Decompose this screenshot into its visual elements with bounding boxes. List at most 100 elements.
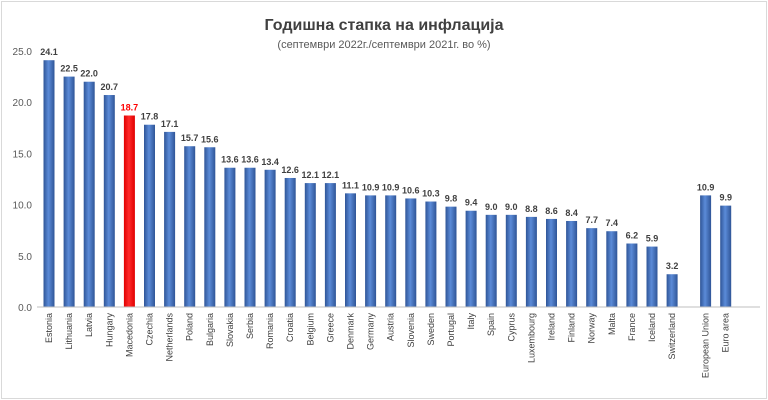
value-label-luxembourg: 8.8 bbox=[525, 204, 538, 214]
bar-sweden bbox=[425, 201, 437, 307]
y-tick-label: 15.0 bbox=[13, 149, 33, 160]
value-label-belgium: 12.1 bbox=[302, 170, 320, 180]
value-label-hungary: 20.7 bbox=[101, 82, 119, 92]
value-label-czechia: 17.8 bbox=[141, 112, 159, 122]
value-label-croatia: 12.6 bbox=[281, 165, 299, 175]
bar-lithuania bbox=[63, 76, 75, 307]
value-label-euro-area: 9.9 bbox=[719, 193, 732, 203]
value-label-portugal: 9.8 bbox=[445, 194, 458, 204]
category-label-malta: Malta bbox=[607, 313, 617, 335]
value-label-germany: 10.9 bbox=[362, 182, 380, 192]
value-label-romania: 13.4 bbox=[261, 157, 279, 167]
category-label-poland: Poland bbox=[185, 313, 195, 341]
bar-estonia bbox=[43, 60, 55, 307]
bar-netherlands bbox=[164, 131, 176, 307]
bar-latvia bbox=[83, 81, 95, 307]
value-label-switzerland: 3.2 bbox=[666, 261, 679, 271]
category-label-sweden: Sweden bbox=[426, 313, 436, 346]
category-label-norway: Norway bbox=[587, 313, 597, 344]
bar-germany bbox=[365, 195, 377, 307]
category-label-latvia: Latvia bbox=[84, 313, 94, 337]
y-axis: 0.0 5.0 10.0 15.0 20.0 25.0 bbox=[13, 47, 33, 314]
bar-euro-area bbox=[720, 205, 732, 307]
category-label-lithuania: Lithuania bbox=[64, 313, 74, 350]
chart-subtitle: (септември 2022г./септември 2021г. во %) bbox=[277, 39, 490, 51]
value-label-macedonia: 18.7 bbox=[121, 103, 139, 113]
bar-finland bbox=[566, 220, 578, 307]
chart-title: Годишна стапка на инфлација bbox=[264, 17, 503, 34]
bar-austria bbox=[385, 195, 397, 307]
value-label-norway: 7.7 bbox=[585, 215, 598, 225]
value-label-greece: 12.1 bbox=[322, 170, 340, 180]
value-label-european-union: 10.9 bbox=[697, 182, 715, 192]
bar-romania bbox=[264, 169, 276, 307]
bar-denmark bbox=[345, 193, 356, 307]
bar-iceland bbox=[646, 246, 658, 307]
y-tick-label: 5.0 bbox=[18, 252, 32, 263]
value-label-serbia: 13.6 bbox=[241, 155, 259, 165]
bar-cyprus bbox=[505, 214, 517, 307]
value-label-slovakia: 13.6 bbox=[221, 155, 239, 165]
bar-slovenia bbox=[405, 198, 417, 307]
bar-ireland bbox=[546, 218, 557, 307]
category-label-slovakia: Slovakia bbox=[225, 313, 235, 347]
bar-bulgaria bbox=[204, 147, 216, 307]
value-label-poland: 15.7 bbox=[181, 133, 199, 143]
category-label-belgium: Belgium bbox=[305, 313, 315, 346]
value-label-latvia: 22.0 bbox=[80, 69, 98, 79]
y-tick-label: 25.0 bbox=[13, 47, 33, 58]
bar-portugal bbox=[445, 206, 457, 307]
value-label-denmark: 11.1 bbox=[342, 180, 359, 190]
category-label-france: France bbox=[627, 313, 637, 341]
category-label-romania: Romania bbox=[265, 313, 275, 349]
category-label-iceland: Iceland bbox=[647, 313, 657, 342]
category-label-germany: Germany bbox=[366, 313, 376, 351]
category-label-slovenia: Slovenia bbox=[406, 313, 416, 348]
category-label-bulgaria: Bulgaria bbox=[205, 313, 215, 346]
y-tick-label: 10.0 bbox=[13, 201, 33, 212]
value-label-lithuania: 22.5 bbox=[60, 64, 78, 74]
bar-switzerland bbox=[666, 274, 678, 307]
value-label-estonia: 24.1 bbox=[40, 47, 58, 57]
value-label-ireland: 8.6 bbox=[545, 206, 558, 216]
category-label-portugal: Portugal bbox=[446, 313, 456, 347]
value-label-france: 6.2 bbox=[626, 231, 639, 241]
bar-spain bbox=[485, 214, 497, 307]
x-axis-labels: Estonia Lithuania Latvia Hungary Macedonia Cz… bbox=[44, 313, 731, 379]
value-label-finland: 8.4 bbox=[565, 208, 578, 218]
value-label-spain: 9.0 bbox=[485, 202, 498, 212]
category-label-european-union: European Union bbox=[701, 313, 711, 378]
bar-france bbox=[626, 243, 638, 307]
bar-norway bbox=[586, 228, 598, 307]
value-label-italy: 9.4 bbox=[465, 198, 478, 208]
bar-malta bbox=[606, 231, 618, 307]
category-label-italy: Italy bbox=[466, 313, 476, 330]
category-label-switzerland: Switzerland bbox=[667, 313, 677, 360]
category-label-euro-area: Euro area bbox=[721, 313, 731, 353]
value-labels: 24.122.522.020.7 18.717.817.115.7 15.6 13.6… bbox=[40, 47, 732, 271]
bar-italy bbox=[465, 210, 477, 307]
bar-slovakia bbox=[224, 167, 236, 307]
bar-macedonia bbox=[123, 115, 135, 308]
value-label-iceland: 5.9 bbox=[646, 234, 659, 244]
category-label-denmark: Denmark bbox=[346, 313, 356, 350]
category-label-austria: Austria bbox=[386, 313, 396, 341]
category-label-luxembourg: Luxembourg bbox=[526, 313, 536, 363]
y-tick-label: 0.0 bbox=[18, 303, 32, 314]
bar-croatia bbox=[284, 177, 296, 307]
y-tick-label: 20.0 bbox=[13, 98, 33, 109]
value-label-austria: 10.9 bbox=[382, 182, 400, 192]
bar-greece bbox=[324, 183, 336, 307]
value-label-slovenia: 10.6 bbox=[402, 185, 420, 195]
value-label-cyprus: 9.0 bbox=[505, 202, 518, 212]
bar-czechia bbox=[144, 124, 155, 307]
category-label-cyprus: Cyprus bbox=[506, 313, 516, 342]
bars bbox=[43, 60, 732, 308]
bar-belgium bbox=[304, 183, 316, 307]
category-label-croatia: Croatia bbox=[285, 313, 295, 342]
category-label-spain: Spain bbox=[486, 313, 496, 336]
value-label-bulgaria: 15.6 bbox=[201, 134, 219, 144]
category-label-finland: Finland bbox=[567, 313, 577, 343]
category-label-greece: Greece bbox=[325, 313, 335, 343]
